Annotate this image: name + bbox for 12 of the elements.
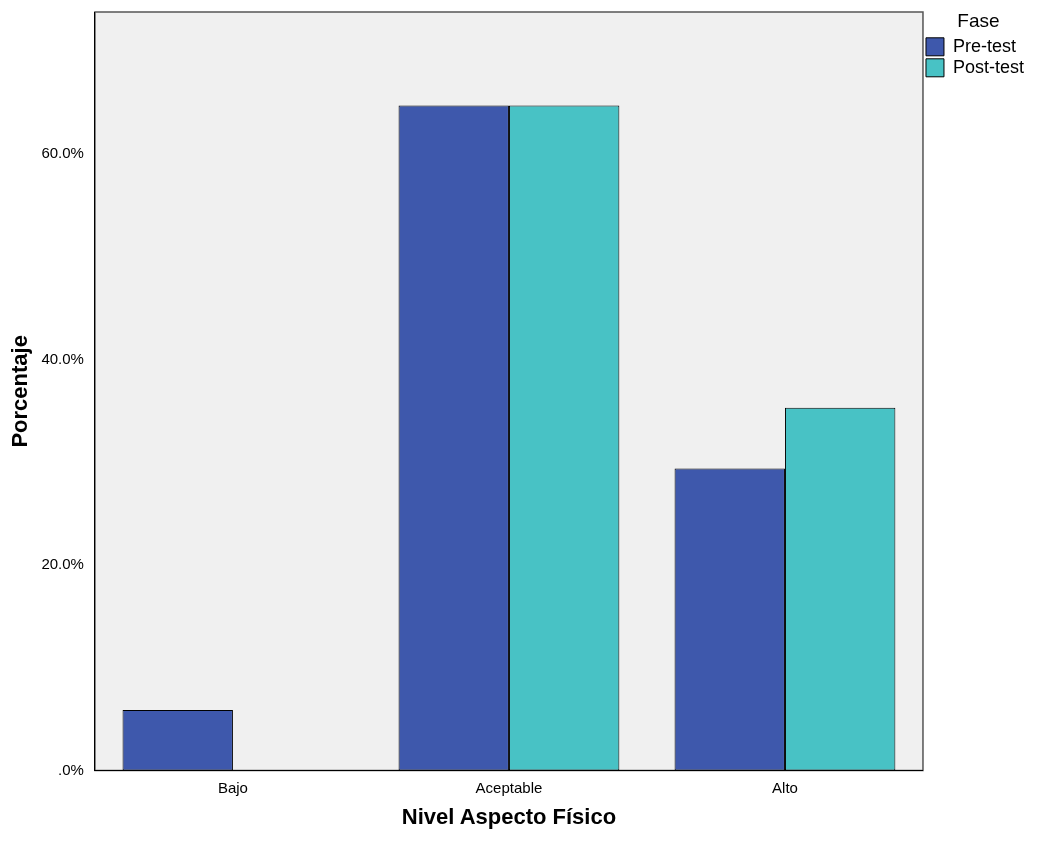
y-tick-label: .0% <box>58 760 84 778</box>
legend-title: Fase <box>957 9 1000 31</box>
y-tick-label: 20.0% <box>41 555 84 573</box>
y-tick-label: 40.0% <box>41 349 84 367</box>
x-tick-label: Alto <box>772 778 798 796</box>
x-axis-title: Nivel Aspecto Físico <box>401 803 617 829</box>
legend-label: Pre-test <box>952 35 1017 56</box>
y-axis-title: Porcentaje <box>7 335 33 448</box>
legend-label: Post-test <box>952 56 1025 77</box>
y-tick-label: 60.0% <box>41 143 84 161</box>
x-tick-label: Bajo <box>217 778 248 796</box>
x-tick-label: Aceptable <box>475 778 543 796</box>
